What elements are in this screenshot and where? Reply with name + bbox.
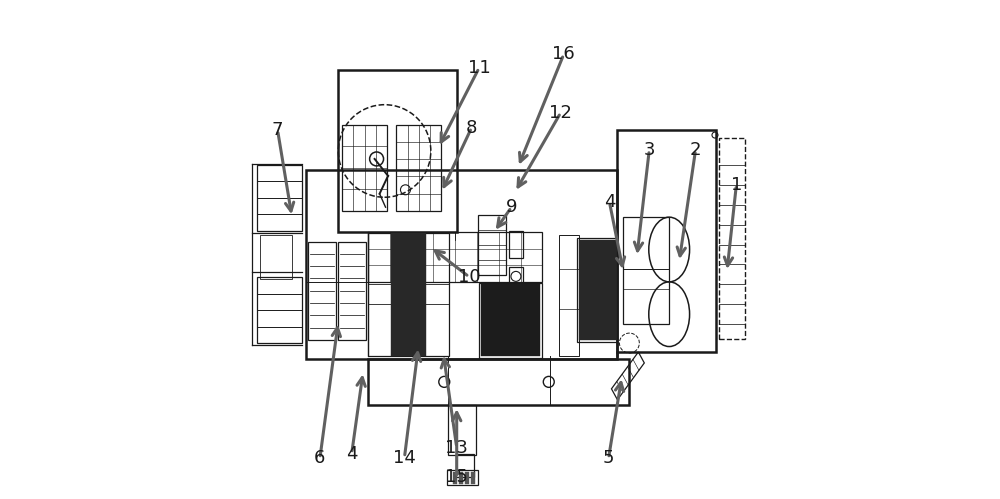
Text: 4: 4	[346, 445, 357, 463]
Text: 10: 10	[458, 268, 480, 286]
Text: 11: 11	[468, 59, 490, 77]
Bar	[577, 238, 617, 341]
Bar	[338, 70, 457, 232]
Text: 3: 3	[644, 141, 655, 159]
Bar	[257, 165, 302, 231]
Bar	[478, 215, 506, 275]
Bar	[338, 242, 366, 340]
Text: 14: 14	[393, 449, 416, 467]
Bar	[368, 359, 629, 405]
Bar	[481, 284, 540, 356]
Text: 6: 6	[314, 450, 326, 468]
Bar	[465, 473, 469, 485]
Text: 16: 16	[552, 45, 575, 63]
Text: 4: 4	[604, 193, 615, 211]
Bar	[368, 233, 449, 356]
Text: 9: 9	[506, 198, 517, 216]
Bar	[308, 242, 336, 340]
Bar	[617, 130, 716, 351]
Bar	[342, 125, 387, 211]
Bar	[471, 473, 475, 485]
Bar	[479, 283, 542, 358]
Bar	[391, 233, 426, 356]
Bar	[306, 170, 617, 359]
Bar	[396, 125, 441, 211]
Text: 15: 15	[445, 469, 468, 487]
Text: 2: 2	[690, 141, 701, 159]
Bar	[623, 217, 669, 324]
Bar	[447, 471, 478, 486]
Text: 12: 12	[549, 104, 572, 122]
Bar	[260, 235, 292, 279]
Text: 13: 13	[445, 439, 468, 457]
Bar	[579, 240, 616, 340]
Text: 7: 7	[272, 121, 283, 139]
Bar	[509, 267, 523, 293]
Bar	[448, 405, 476, 455]
Text: 1: 1	[731, 176, 742, 194]
Bar	[559, 235, 579, 356]
Bar	[368, 232, 542, 282]
Bar	[257, 277, 302, 343]
Bar	[719, 138, 745, 339]
Text: 8: 8	[466, 119, 477, 137]
Bar	[509, 231, 523, 258]
Bar	[453, 473, 457, 485]
Bar	[456, 454, 474, 478]
Bar	[459, 473, 463, 485]
Text: 5: 5	[603, 450, 614, 468]
